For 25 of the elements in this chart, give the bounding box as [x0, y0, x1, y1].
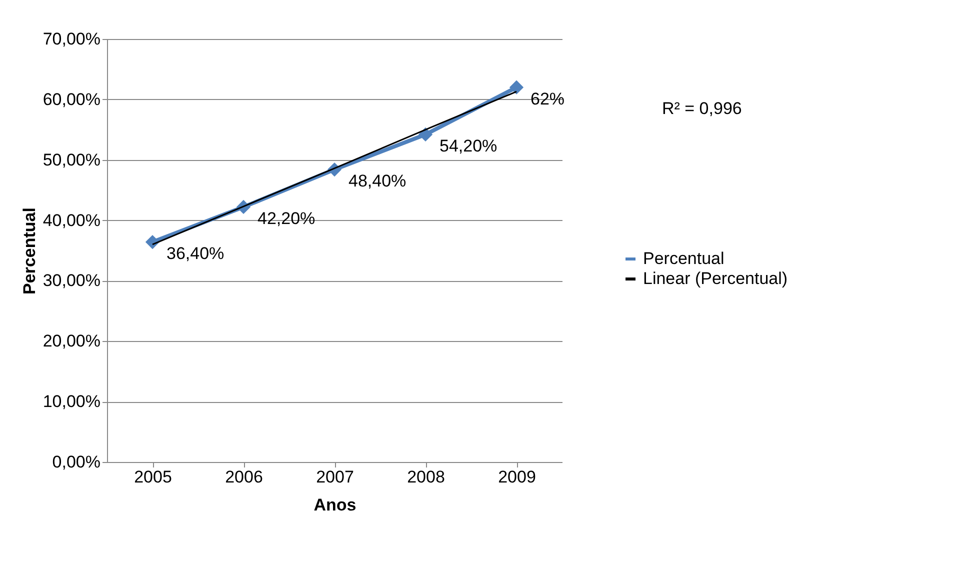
y-tick-label: 10,00%: [42, 392, 100, 412]
data-label: 62%: [530, 89, 565, 108]
x-tick-label: 2006: [225, 468, 263, 486]
x-axis-title: Anos: [314, 496, 356, 514]
data-label: 36,40%: [166, 244, 224, 264]
legend-label: Linear (Percentual): [643, 269, 788, 288]
y-tick-label: 50,00%: [42, 150, 100, 170]
y-tick-label: 0,00%: [52, 452, 100, 472]
y-tick-label: 20,00%: [42, 332, 100, 351]
data-label: 48,40%: [348, 172, 406, 191]
x-tick-label: 2009: [498, 468, 536, 486]
point: [418, 127, 433, 142]
text: R² = 0,996: [662, 99, 742, 118]
y-axis-title: Percentual: [20, 208, 39, 294]
y-tick-label: 70,00%: [42, 30, 100, 48]
x-tick-label: 2008: [407, 468, 445, 486]
legend-label: Percentual: [643, 249, 724, 268]
y-tick-label: 30,00%: [42, 271, 100, 290]
y-tick-label: 40,00%: [42, 210, 100, 230]
x-tick-label: 2005: [134, 468, 172, 486]
y-tick-label: 60,00%: [42, 90, 100, 109]
data-label: 54,20%: [440, 136, 498, 156]
point: [509, 80, 524, 94]
data-label: 42,20%: [258, 208, 316, 228]
x-tick-label: 2007: [316, 468, 354, 486]
